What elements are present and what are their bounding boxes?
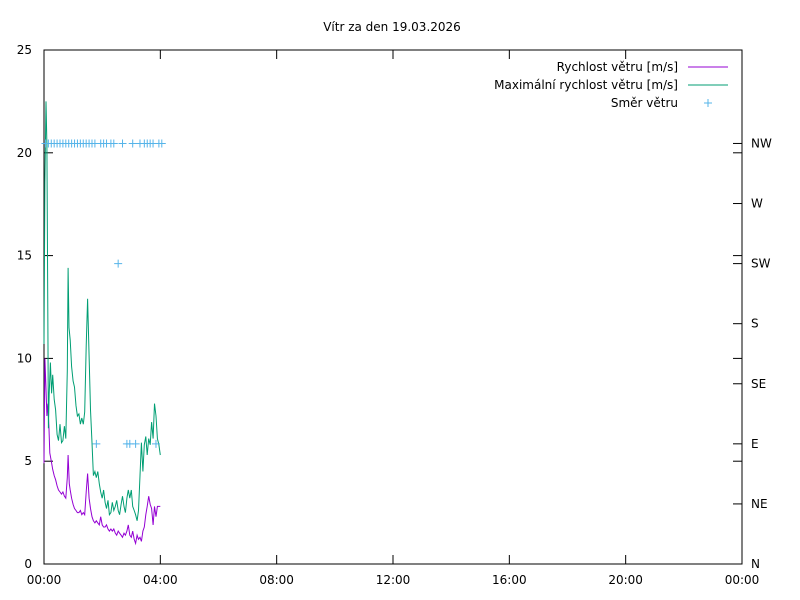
y-tick-label: 25 [17,43,32,57]
y2-tick-label: S [751,317,759,331]
y-tick-label: 20 [17,146,32,160]
y2-tick-label: W [751,197,763,211]
series-line [43,358,161,546]
y2-tick-label: NE [751,497,768,511]
y2-axis-ticks: N NE E SE S SW W NW [733,136,772,571]
plot-frame [43,49,743,565]
y2-tick-label: SE [751,377,766,391]
direction-point [92,439,101,448]
direction-point [114,259,123,268]
direction-point [157,139,166,148]
y-tick-label: 10 [17,351,32,365]
legend: Rychlost větru [m/s] Maximální rychlost v… [494,60,728,110]
series-line [43,101,161,521]
x-tick-label: 00:00 [725,573,760,587]
y-tick-label: 5 [24,454,32,468]
legend-label: Směr větru [611,96,678,110]
direction-point [128,139,137,148]
y-axis-ticks: 0 5 10 15 20 25 [17,43,742,571]
x-tick-label: 16:00 [492,573,527,587]
direction-point [109,139,118,148]
x-tick-label: 20:00 [608,573,643,587]
y2-tick-label: E [751,437,759,451]
legend-label: Maximální rychlost větru [m/s] [494,78,678,92]
direction-point [131,439,140,448]
y2-tick-label: N [751,557,760,571]
series-2 [41,139,166,448]
chart-title: Vítr za den 19.03.2026 [323,20,461,34]
series-0 [43,358,161,546]
series-layer [41,101,166,546]
x-axis-ticks: 00:00 04:00 08:00 12:00 16:00 20:00 00:00 [27,50,760,587]
direction-point [151,439,160,448]
legend-swatch [704,99,712,107]
x-tick-label: 12:00 [376,573,411,587]
x-tick-label: 04:00 [143,573,178,587]
legend-label: Rychlost větru [m/s] [557,60,678,74]
x-tick-label: 08:00 [259,573,294,587]
y2-tick-label: NW [751,136,772,150]
y-tick-label: 0 [24,557,32,571]
direction-point [118,139,127,148]
x-tick-label: 00:00 [27,573,62,587]
y-tick-label: 15 [17,249,32,263]
y2-tick-label: SW [751,257,771,271]
series-1 [43,101,161,521]
